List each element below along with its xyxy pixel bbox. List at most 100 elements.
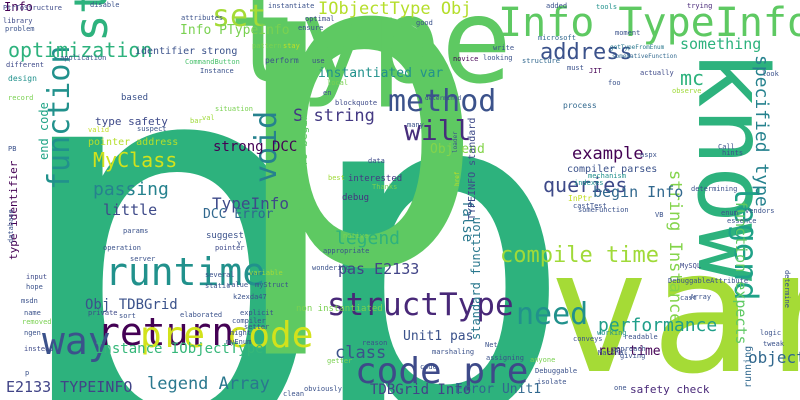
cloud-word: structType <box>327 287 514 323</box>
cloud-word: href <box>454 171 461 186</box>
cloud-word: assigning <box>486 354 524 362</box>
cloud-word: input <box>26 273 48 281</box>
cloud-word: look <box>762 70 779 78</box>
cloud-word: one <box>614 384 627 392</box>
cloud-word: vendors <box>745 207 775 215</box>
cloud-word: indexes <box>574 179 604 187</box>
cloud-word: Array <box>690 293 712 301</box>
cloud-word: example <box>572 144 644 164</box>
cloud-word: hope <box>26 283 43 291</box>
cloud-word: Instance <box>200 67 234 75</box>
cloud-word: process <box>563 101 597 110</box>
cloud-word: Info TypeInfo <box>498 0 800 46</box>
cloud-word: passing <box>93 179 169 200</box>
cloud-word: giving <box>620 352 646 360</box>
cloud-word: little <box>103 201 158 219</box>
cloud-word: trying <box>687 2 713 10</box>
cloud-word: strong DCC <box>213 139 298 155</box>
cloud-word: marshaling <box>432 348 475 356</box>
cloud-word: problem <box>5 25 35 33</box>
cloud-word: PtrToStructure <box>3 4 63 12</box>
cloud-word: TDBGrid Info <box>370 382 472 398</box>
cloud-word: value <box>227 281 249 289</box>
cloud-word: something <box>680 35 762 53</box>
cloud-word: debug <box>342 193 370 203</box>
cloud-word: bar <box>190 117 203 125</box>
cloud-word: running <box>743 345 754 388</box>
cloud-word: interested <box>348 174 403 184</box>
cloud-word: loader <box>452 131 459 153</box>
cloud-word: Error Unit1 <box>455 382 542 397</box>
cloud-word: looking <box>483 54 513 62</box>
cloud-word: castTest <box>573 202 607 210</box>
cloud-word: pre code <box>140 315 314 356</box>
cloud-word: readable <box>624 333 658 341</box>
cloud-word: conveys <box>573 335 603 343</box>
cloud-word: PB <box>8 145 17 153</box>
cloud-word: ensure <box>298 24 324 32</box>
cloud-word: identifier strong <box>135 46 238 57</box>
cloud-word: p <box>300 0 577 400</box>
cloud-word: safety check <box>630 383 710 396</box>
cloud-word: observe <box>672 87 702 95</box>
cloud-word: design <box>8 74 37 83</box>
cloud-word: optimization <box>8 38 153 62</box>
cloud-word: aspx <box>640 151 657 159</box>
cloud-word: many <box>407 121 424 129</box>
cloud-word: Unit1 pas <box>403 329 474 344</box>
cloud-word: standard function <box>469 217 483 340</box>
cloud-word: InPtr <box>568 194 593 203</box>
cloud-word: enum <box>721 209 738 217</box>
cloud-word: type <box>228 0 513 110</box>
cloud-word: set <box>212 0 267 34</box>
cloud-word: several <box>205 271 235 279</box>
cloud-word: will <box>404 114 472 147</box>
cloud-word: novice <box>453 55 479 63</box>
cloud-word: record <box>8 94 34 102</box>
cloud-word: MyClass <box>93 148 178 172</box>
cloud-word: compiler <box>232 317 266 325</box>
cloud-word: working <box>597 329 627 337</box>
cloud-word: address <box>540 40 633 65</box>
cloud-word: Call <box>718 143 735 151</box>
cloud-word: code <box>420 363 437 371</box>
cloud-word: explicit <box>240 309 274 317</box>
cloud-word: valid <box>88 126 110 134</box>
cloud-word: use <box>312 57 325 65</box>
cloud-word: optimal <box>305 15 335 23</box>
cloud-word: disable <box>90 1 120 9</box>
cloud-word: application <box>60 54 107 62</box>
cloud-word: instead <box>24 345 54 353</box>
cloud-word: instantiated var <box>318 66 444 81</box>
cloud-word: need <box>516 297 589 332</box>
cloud-word: DCC Error <box>203 207 274 222</box>
cloud-word: var <box>548 214 800 400</box>
cloud-word: approach <box>612 345 646 353</box>
cloud-word: myStruct <box>255 281 289 289</box>
cloud-word: getter <box>327 357 353 365</box>
cloud-word: return <box>97 310 235 354</box>
cloud-word: removed <box>22 318 52 326</box>
cloud-word: based <box>121 93 149 103</box>
cloud-word: class <box>335 343 387 363</box>
cloud-word: elaborated <box>180 311 223 319</box>
cloud-word: method <box>388 84 497 119</box>
cloud-word: S string <box>293 106 375 126</box>
cloud-word: queries <box>543 173 628 197</box>
cloud-word: run time <box>598 344 661 359</box>
cloud-word: getTypeFromEnum <box>610 44 665 51</box>
cloud-word: TYPEINFO standard <box>467 117 478 220</box>
cloud-word: microsoft <box>538 34 576 42</box>
cloud-word: Info PTypeInfo <box>180 23 290 38</box>
cloud-word: tools <box>596 3 618 11</box>
cloud-word: local <box>327 79 349 87</box>
cloud-word: object <box>748 348 800 367</box>
cloud-word: en <box>323 89 332 97</box>
cloud-word: stay <box>283 42 300 50</box>
cloud-word: suspect <box>137 125 167 133</box>
cloud-word: myEnum <box>226 338 252 346</box>
cloud-word: way <box>42 319 111 363</box>
cloud-word: someFunction <box>578 206 629 214</box>
cloud-word: structure <box>522 57 560 65</box>
